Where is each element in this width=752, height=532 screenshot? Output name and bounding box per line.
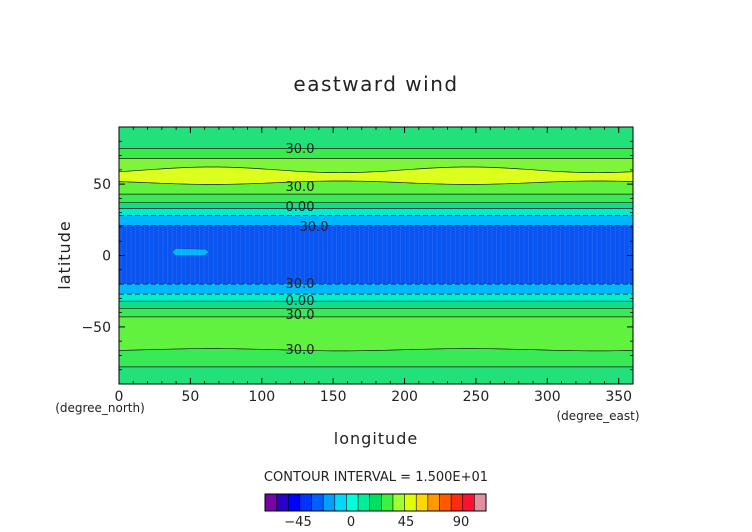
colorbar-tick-labels: −45 0 45 90 bbox=[284, 515, 469, 530]
colorbar-swatch bbox=[462, 494, 475, 511]
colorbar-swatch bbox=[276, 494, 289, 511]
colorbar bbox=[264, 493, 487, 512]
contour-label: 30.0 bbox=[286, 277, 315, 292]
colorbar-swatch bbox=[369, 494, 382, 511]
band-3 bbox=[119, 167, 633, 185]
band-16 bbox=[119, 366, 633, 384]
contour-line-14 bbox=[118, 348, 634, 352]
contour-label: 30.0 bbox=[286, 343, 315, 358]
band-9 bbox=[119, 225, 633, 285]
colorbar-swatch bbox=[474, 494, 487, 511]
contour-label: 30.0 bbox=[286, 180, 315, 195]
contour-lines bbox=[118, 148, 634, 368]
x-tick-label: 350 bbox=[605, 389, 632, 405]
colorbar-tick-label: 0 bbox=[347, 515, 355, 530]
y-tick-label: −50 bbox=[81, 320, 111, 336]
contour-label: 30.0 bbox=[286, 308, 315, 323]
colorbar-swatch bbox=[288, 494, 301, 511]
band-8 bbox=[119, 215, 633, 226]
colorbar-swatch bbox=[439, 494, 452, 511]
x-tick-label: 0 bbox=[115, 389, 124, 405]
x-tick-label: 100 bbox=[248, 389, 275, 405]
color-bands bbox=[119, 127, 633, 384]
band-1 bbox=[119, 148, 633, 159]
colorbar-swatch bbox=[299, 494, 312, 511]
contour-label: 0.00 bbox=[286, 200, 315, 215]
y-axis-unit: (degree_north) bbox=[55, 401, 145, 415]
contour-interval-label: CONTOUR INTERVAL = 1.500E+01 bbox=[264, 470, 488, 485]
colorbar-swatch bbox=[392, 494, 405, 511]
y-axis-label: latitude bbox=[55, 220, 74, 289]
band-15 bbox=[119, 348, 633, 367]
x-tick-label: 50 bbox=[181, 389, 199, 405]
contour-line-3 bbox=[118, 180, 634, 185]
x-tick-label: 150 bbox=[320, 389, 347, 405]
colorbar-swatch bbox=[346, 494, 359, 511]
contour-label: 30.0 bbox=[286, 142, 315, 157]
x-axis-ticks: 0 50 100 150 200 250 300 350 bbox=[115, 127, 632, 405]
band-11 bbox=[119, 294, 633, 302]
colorbar-swatch bbox=[451, 494, 464, 511]
band-4 bbox=[119, 181, 633, 195]
colorbar-swatch bbox=[358, 494, 370, 511]
x-tick-label: 200 bbox=[391, 389, 418, 405]
y-axis-ticks: 50 0 −50 bbox=[81, 140, 633, 371]
colorbar-swatch bbox=[334, 494, 347, 511]
band-14 bbox=[119, 316, 633, 351]
band-5 bbox=[119, 194, 633, 203]
x-tick-label: 250 bbox=[463, 389, 490, 405]
colorbar-swatch bbox=[416, 494, 429, 511]
band-10 bbox=[119, 284, 633, 295]
anomaly-patches bbox=[171, 248, 210, 256]
colorbar-frame bbox=[264, 493, 487, 512]
colorbar-swatch bbox=[311, 494, 324, 511]
contour-line-2 bbox=[118, 166, 634, 174]
colorbar-tick-label: 90 bbox=[453, 515, 470, 530]
x-tick-label: 300 bbox=[534, 389, 561, 405]
contour-label: 30.0 bbox=[300, 220, 329, 235]
y-tick-label: 50 bbox=[93, 177, 111, 193]
chart-title: eastward wind bbox=[293, 72, 458, 96]
x-axis-unit: (degree_east) bbox=[556, 409, 639, 423]
x-axis-label: longitude bbox=[334, 429, 418, 448]
band-7 bbox=[119, 208, 633, 216]
band-13 bbox=[119, 308, 633, 317]
colorbar-swatch bbox=[265, 494, 277, 511]
colorbar-swatch bbox=[381, 494, 394, 511]
colorbar-tick-label: 45 bbox=[398, 515, 415, 530]
colorbar-tick-label: −45 bbox=[284, 515, 311, 530]
y-tick-label: 0 bbox=[102, 249, 111, 265]
band-0 bbox=[119, 127, 633, 149]
colorbar-swatch bbox=[404, 494, 417, 511]
colorbar-swatch bbox=[323, 494, 336, 511]
band-2 bbox=[119, 158, 633, 173]
colorbar-swatch bbox=[427, 494, 440, 511]
band-6 bbox=[119, 202, 633, 209]
patch-0 bbox=[171, 248, 210, 256]
band-12 bbox=[119, 301, 633, 309]
contour-label: 0.00 bbox=[286, 294, 315, 309]
